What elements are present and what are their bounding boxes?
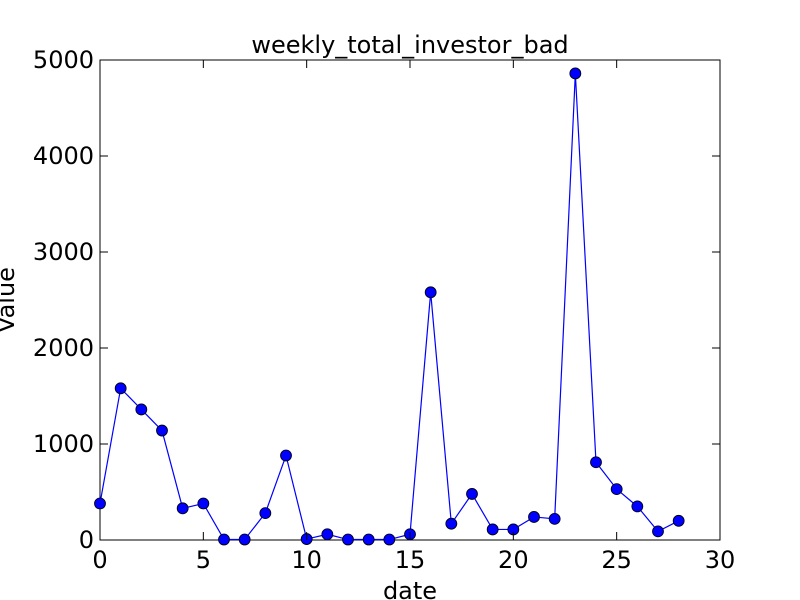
data-point bbox=[383, 533, 396, 546]
data-point bbox=[238, 533, 251, 546]
data-point bbox=[672, 514, 685, 527]
ticks-layer: 0 5 10 15 20 25 30 0 1000 2000 3000 4000 5000 bbox=[33, 46, 735, 574]
y-tick-label: 0 bbox=[79, 526, 94, 554]
y-tick-label: 3000 bbox=[33, 238, 94, 266]
y-tick-label: 4000 bbox=[33, 142, 94, 170]
x-tick-label: 15 bbox=[395, 546, 426, 574]
x-axis-label: date bbox=[383, 577, 437, 600]
data-point bbox=[466, 488, 478, 500]
data-point bbox=[114, 382, 127, 395]
data-point bbox=[590, 456, 602, 469]
data-point bbox=[156, 424, 168, 437]
data-point bbox=[176, 502, 189, 515]
data-point bbox=[321, 528, 334, 541]
chart-title: weekly_total_investor_bad bbox=[251, 31, 568, 59]
data-point bbox=[631, 500, 644, 513]
y-axis-label: Value bbox=[0, 267, 20, 333]
data-point bbox=[445, 517, 458, 530]
data-point bbox=[259, 507, 272, 520]
y-tick-label: 1000 bbox=[33, 430, 94, 458]
data-point bbox=[218, 533, 230, 546]
data-point bbox=[610, 483, 623, 496]
x-tick-label: 5 bbox=[196, 546, 211, 574]
data-point bbox=[94, 497, 106, 510]
data-point bbox=[548, 512, 561, 525]
data-point bbox=[362, 533, 375, 546]
data-point bbox=[197, 497, 210, 510]
x-tick-label: 25 bbox=[601, 546, 632, 574]
series-layer bbox=[94, 67, 685, 546]
data-point bbox=[342, 533, 354, 546]
x-tick-label: 10 bbox=[291, 546, 322, 574]
x-tick-label: 20 bbox=[498, 546, 529, 574]
data-point bbox=[486, 523, 499, 536]
y-tick-label: 5000 bbox=[33, 46, 94, 74]
data-point bbox=[652, 525, 664, 538]
data-point bbox=[528, 511, 540, 523]
data-point bbox=[569, 67, 582, 80]
y-tick-label: 2000 bbox=[33, 334, 94, 362]
data-point bbox=[135, 403, 148, 416]
x-tick-label: 30 bbox=[705, 546, 736, 574]
x-tick-label: 0 bbox=[92, 546, 107, 574]
data-point bbox=[424, 286, 437, 299]
data-point bbox=[280, 449, 292, 462]
